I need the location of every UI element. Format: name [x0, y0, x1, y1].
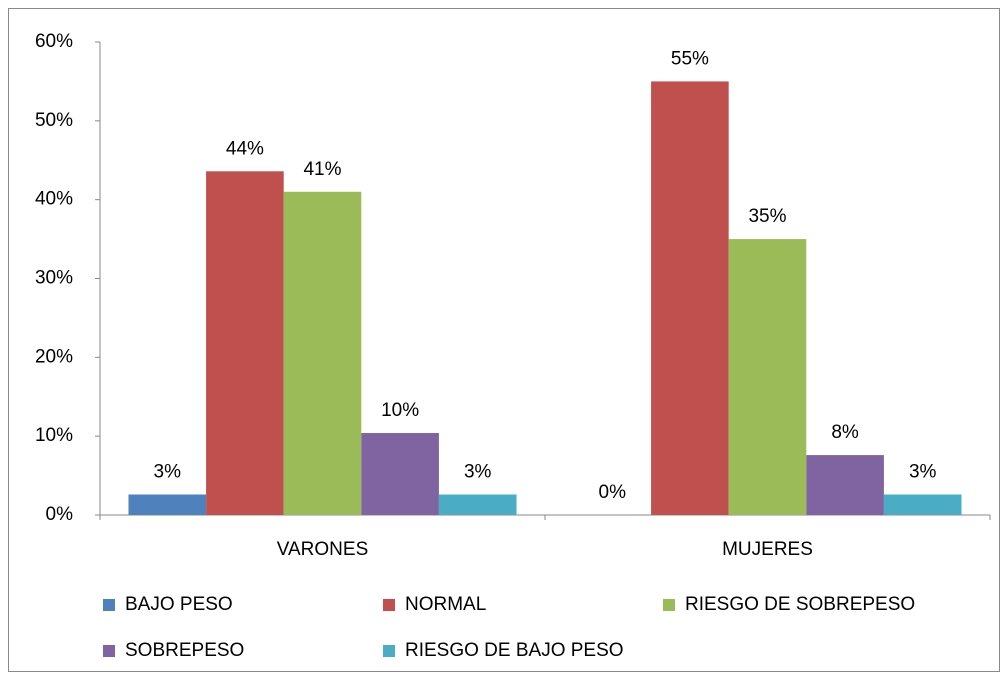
y-tick-label: 10%: [35, 425, 73, 446]
data-label: 35%: [748, 206, 786, 227]
bar: [883, 494, 962, 515]
data-label: 55%: [671, 48, 709, 69]
data-label: 10%: [381, 400, 419, 421]
bar: [128, 494, 207, 515]
bar: [728, 239, 807, 516]
bar: [438, 494, 517, 515]
legend-swatch: [383, 645, 395, 657]
data-label: 3%: [154, 462, 182, 483]
y-tick-label: 50%: [35, 110, 73, 131]
chart-frame: [8, 8, 1000, 672]
data-label: 3%: [464, 462, 492, 483]
legend-label: BAJO PESO: [125, 594, 233, 615]
x-tick-label: MUJERES: [722, 539, 813, 560]
bar: [283, 191, 362, 516]
legend-swatch: [663, 599, 675, 611]
x-tick-label: VARONES: [277, 539, 369, 560]
legend-swatch: [383, 599, 395, 611]
bar: [806, 455, 884, 515]
y-tick-label: 60%: [35, 31, 73, 52]
bar: [361, 433, 439, 515]
bar: [651, 81, 729, 516]
data-label: 0%: [599, 482, 627, 503]
bar: [206, 171, 284, 515]
y-tick-label: 0%: [46, 504, 74, 525]
data-label: 8%: [831, 422, 859, 443]
legend-label: RIESGO DE BAJO PESO: [405, 640, 624, 661]
data-label: 44%: [226, 138, 264, 159]
legend-label: RIESGO DE SOBREPESO: [685, 594, 915, 615]
legend-label: SOBREPESO: [125, 640, 244, 661]
data-label: 41%: [303, 159, 341, 180]
y-tick-label: 20%: [35, 346, 73, 367]
y-tick-label: 40%: [35, 189, 73, 210]
data-label: 3%: [909, 462, 937, 483]
legend-label: NORMAL: [405, 594, 486, 615]
legend-swatch: [103, 645, 115, 657]
legend-swatch: [103, 599, 115, 611]
y-tick-label: 30%: [35, 268, 73, 289]
